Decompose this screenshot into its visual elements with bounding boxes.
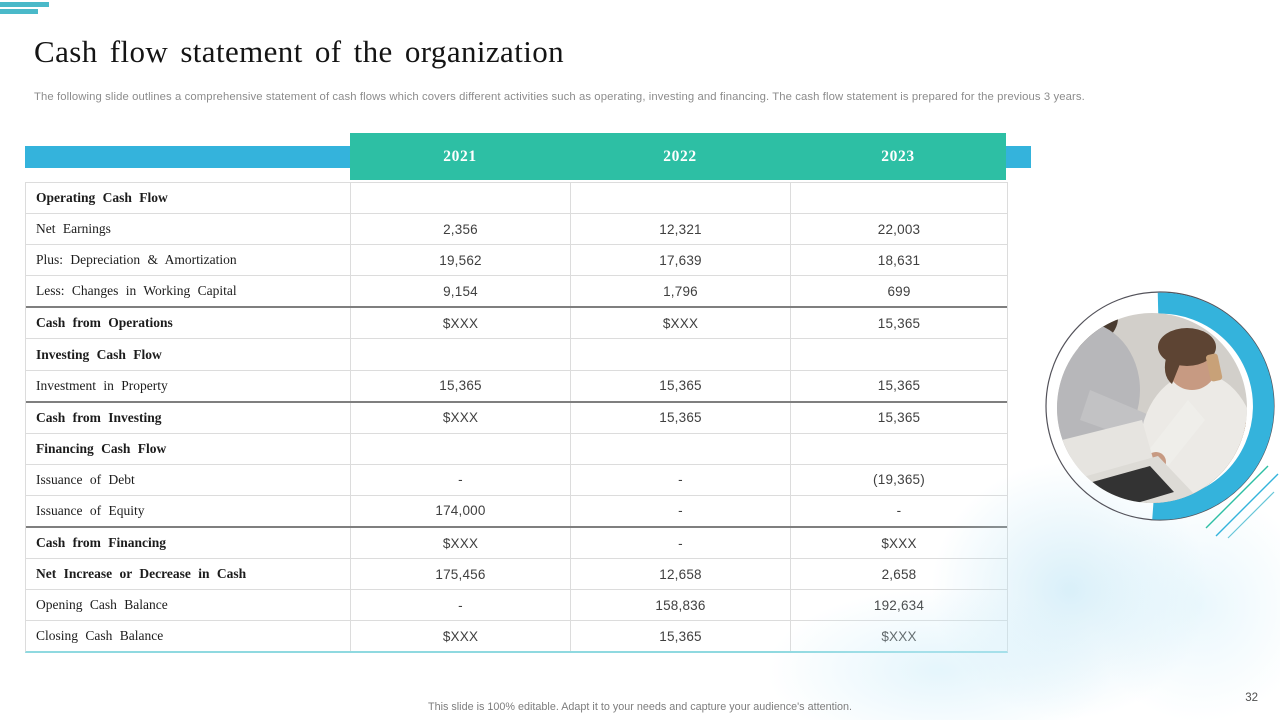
cell-value: 174,000 [351,495,571,527]
cell-value [571,183,791,214]
corner-accent-stripe [0,2,49,7]
cell-value: 2,356 [351,214,571,245]
cell-value: $XXX [351,402,571,433]
cell-value: 15,365 [571,402,791,433]
cell-value [791,183,1007,213]
cell-value [571,339,791,370]
cell-value: 192,634 [873,597,925,613]
cell-value: 19,562 [351,245,571,276]
row-label: Investment in Property [26,370,351,401]
row-label: Cash from Investing [26,402,351,433]
cell-value: 22,003 [877,221,921,237]
cell-value: 15,365 [877,315,921,331]
column-header-year-1: 2021 [443,147,477,165]
cell-value: $XXX [881,535,917,551]
cashflow-table-body: Operating Cash Flow Net Earnings 2,356 12,3… [26,183,1007,652]
table-row: Cash from Financing $XXX - $XXX [26,526,1007,559]
row-label: Issuance of Debt [26,464,351,495]
column-header-year-2: 2022 [663,147,697,165]
table-row: Investment in Property 15,365 15,365 15,365 [26,369,1007,401]
outline-circle-icon [1045,291,1275,521]
row-label: Financing Cash Flow [26,433,351,464]
cell-value: 17,639 [571,245,791,276]
table-row: Net Earnings 2,356 12,321 22,003 [26,213,1007,245]
row-label: Net Increase or Decrease in Cash [26,559,351,590]
cell-value: (19,365) [873,472,925,488]
row-label: Opening Cash Balance [26,590,351,621]
cashflow-table: Operating Cash Flow Net Earnings 2,356 12,3… [25,182,1008,654]
table-row: Financing Cash Flow [26,432,1007,464]
cell-value: 1,796 [571,276,791,307]
cell-value: 18,631 [877,252,921,268]
cell-value: - [571,464,791,495]
cell-value: 15,365 [571,370,791,401]
row-label: Closing Cash Balance [26,621,351,652]
cell-value: 9,154 [351,276,571,307]
diagonal-lines-icon [1205,465,1279,539]
cell-value: 15,365 [571,621,791,652]
table-row: Plus: Depreciation & Amortization 19,562 1… [26,244,1007,276]
blue-arc-icon [1152,292,1274,520]
column-header-year-3: 2023 [881,147,915,165]
row-label: Net Earnings [26,214,351,245]
row-label: Less: Changes in Working Capital [26,276,351,307]
cell-value [351,433,571,464]
table-row: Closing Cash Balance $XXX 15,365 $XXX [26,620,1007,652]
editable-note: This slide is 100% editable. Adapt it to… [427,701,852,713]
table-row: Operating Cash Flow [26,183,1007,214]
cell-value [351,339,571,370]
cell-value: - [351,590,571,621]
cell-value: - [351,464,571,495]
cell-value [571,433,791,464]
cell-value: 699 [887,283,911,299]
circular-photo-decoration [1045,291,1279,539]
cell-value [791,434,1007,464]
table-row: Issuance of Debt - - (19,365) [26,463,1007,495]
cell-value: - [896,503,902,519]
cell-value: 15,365 [877,410,921,426]
cell-value [791,339,1007,369]
row-label: Issuance of Equity [26,495,351,527]
cell-value: 15,365 [351,370,571,401]
page-subtitle: The following slide outlines a comprehen… [34,91,1085,103]
row-label: Plus: Depreciation & Amortization [26,245,351,276]
table-row: Issuance of Equity 174,000- - [26,494,1007,527]
cell-value: 2,658 [881,566,917,582]
table-row: Net Increase or Decrease in Cash 175,456 1… [26,558,1007,590]
table-year-header: 2021 2022 2023 [350,133,1006,180]
cell-value: $XXX [351,528,571,559]
cell-value [351,183,571,214]
cell-value: - [571,528,791,559]
row-label: Cash from Financing [26,528,351,559]
row-label: Investing Cash Flow [26,339,351,370]
table-row: Cash from Operations $XXX $XXX 15,365 [26,306,1007,339]
row-label: Operating Cash Flow [26,183,351,214]
table-row: Opening Cash Balance -158,836 192,634 [26,589,1007,621]
table-row: Less: Changes in Working Capital 9,154 1,7… [26,275,1007,307]
corner-accent-stripe [0,9,38,14]
row-label: Cash from Operations [26,308,351,339]
cell-value: 15,365 [877,378,921,394]
cell-value: 175,456 [351,559,571,590]
cell-value: - [571,495,791,527]
cell-value: $XXX [351,621,571,652]
cell-value: 158,836 [571,590,791,621]
cell-value: $XXX [571,308,791,339]
table-row: Cash from Investing $XXX 15,365 15,365 [26,400,1007,433]
table-row: Investing Cash Flow [26,338,1007,370]
page-title: Cash flow statement of the organization [34,34,565,69]
cell-value: 12,658 [571,559,791,590]
page-number: 32 [1245,692,1258,704]
cell-value: $XXX [351,308,571,339]
cell-value: 12,321 [571,214,791,245]
cell-value: $XXX [881,628,917,644]
